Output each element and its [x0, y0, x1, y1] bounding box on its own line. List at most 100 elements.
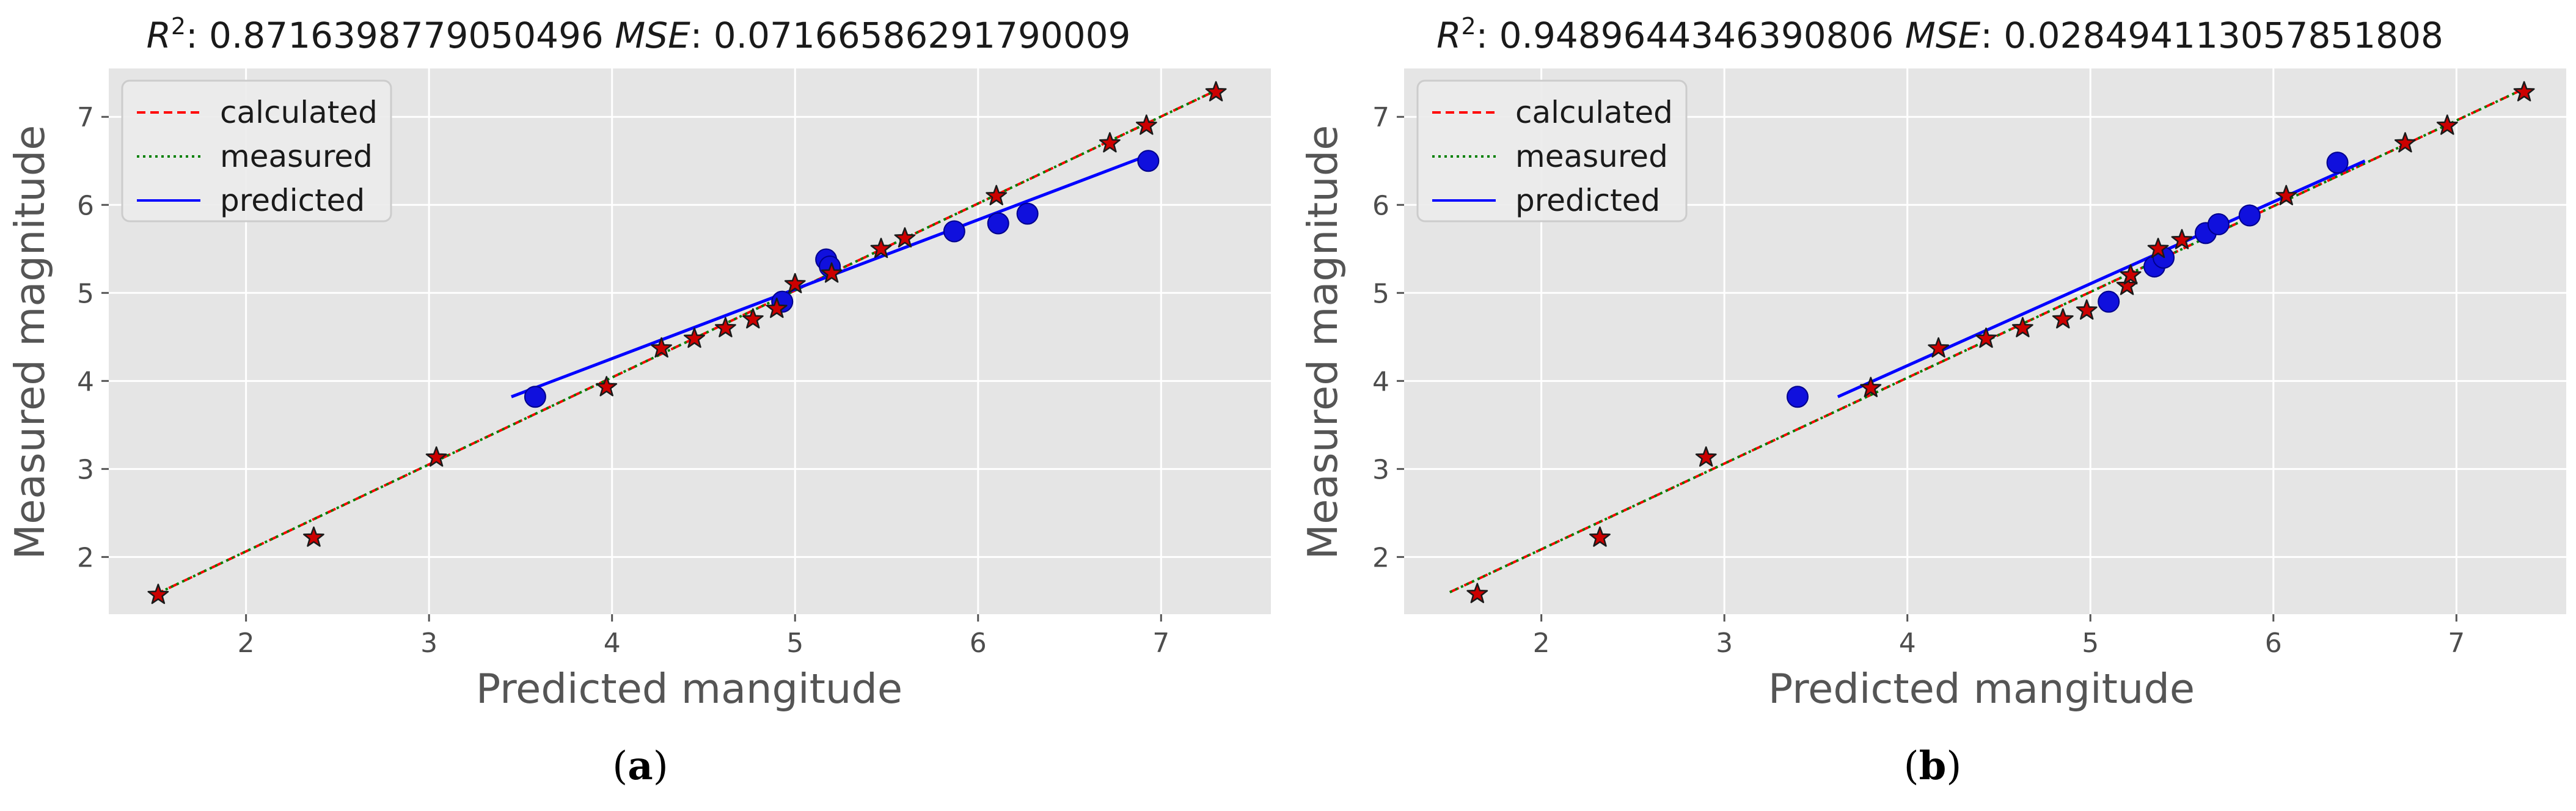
panel-a-title: R2: 0.8716398779050496 MSE: 0.0716658629…: [147, 13, 1131, 56]
panel-b-ylabel: Measured magnitude: [1299, 125, 1347, 560]
panel-b-calculated-point: [1860, 376, 1882, 397]
panel-a-y-tick-label: 7: [77, 102, 94, 133]
panel-b-calculated-point: [2394, 132, 2416, 153]
panel-a-calculated-point: [651, 337, 672, 358]
panel-a-calculated-point: [1135, 114, 1157, 135]
panel-a-x-tick-label: 5: [786, 628, 803, 659]
panel-a-mse-label: MSE: [615, 15, 690, 56]
panel-b-predicted-point: [2207, 213, 2230, 235]
panel-a-xlabel: Predicted mangitude: [476, 665, 902, 713]
panel-b-predicted-line: [1837, 159, 2366, 398]
panel-b-calculated-point: [1695, 446, 1717, 467]
panel-a-calculated-point: [742, 308, 764, 329]
panel-a-legend-label-measured: measured: [220, 139, 373, 174]
panel-b-y-tick-label: 4: [1372, 366, 1389, 397]
panel-b-xlabel: Predicted mangitude: [1768, 665, 2195, 713]
panel-a-calculated-point: [784, 273, 806, 293]
panel-a-legend-label-calculated: calculated: [220, 95, 378, 130]
panel-a-x-tick-label: 2: [238, 628, 255, 659]
panel-b-mse-label: MSE: [1905, 15, 1981, 56]
panel-a-x-tick-label: 6: [970, 628, 987, 659]
panel-a-calculated-point: [684, 327, 705, 348]
panel-b-r2-value: : 0.9489644346390806: [1476, 15, 1894, 56]
panel-b-predicted-point: [2326, 152, 2349, 174]
panel-b-x-tick-label: 2: [1533, 628, 1550, 659]
panel-a-r2-label: R: [147, 15, 171, 56]
panel-b-x-tick-label: 5: [2082, 628, 2099, 659]
panel-b-y-tick-label: 5: [1372, 278, 1389, 309]
panel-b-y-tick-label: 3: [1372, 454, 1389, 485]
panel-b-calculated-point: [1589, 526, 1611, 547]
panel-a-calculated-point: [870, 238, 892, 259]
panel-a-mse-value: : 0.07166586291790009: [690, 15, 1131, 56]
panel-b-caption: (b): [1904, 743, 1962, 789]
panel-a-calculated-point: [821, 262, 843, 283]
panel-b-x-tick-label: 7: [2448, 628, 2465, 659]
panel-a-x-tick-label: 3: [420, 628, 437, 659]
panel-a-predicted-point: [1016, 202, 1039, 225]
panel-b-calculated-point: [2076, 299, 2098, 320]
panel-a-predicted-point: [1137, 150, 1160, 172]
panel-a-calculated-point: [425, 446, 447, 467]
panel-a-calculated-point: [894, 227, 916, 248]
panel-a-legend: calculated measured predicted: [121, 79, 392, 222]
panel-a-ylabel: Measured magnitude: [6, 125, 54, 560]
panel-b-legend-box: [1416, 79, 1688, 222]
panel-a-y-tick-label: 4: [77, 366, 94, 397]
panel-a-calculated-point: [986, 185, 1008, 205]
panel-b-title: R2: 0.9489644346390806 MSE: 0.0284941130…: [1436, 13, 2443, 56]
panel-b-legend-label-calculated: calculated: [1515, 95, 1673, 130]
panel-b-plot-area: 2 3 4 5 6 7 2 3 4 5 6 7 calculated measured predicted: [1372, 68, 2566, 659]
panel-a-calculated-point: [147, 584, 169, 604]
panel-b-calculated-point: [2513, 81, 2535, 101]
panel-b-calculated-point: [2436, 114, 2458, 135]
panel-a-caption: (a): [612, 743, 668, 789]
panel-a-predicted-point: [524, 386, 546, 408]
panel-a-x-tick-label: 7: [1152, 628, 1169, 659]
panel-b-predicted-point: [2238, 204, 2261, 227]
panel-b-x-tick-label: 6: [2265, 628, 2282, 659]
panel-b-mse-value: : 0.028494113057851808: [1980, 15, 2443, 56]
panel-b-calculated-point: [2147, 238, 2169, 259]
panel-b-calculated-point: [1975, 327, 1997, 348]
panel-a-y-tick-label: 5: [77, 278, 94, 309]
panel-b-calculated-point: [1928, 337, 1950, 358]
panel-a-calculated-point: [1205, 81, 1227, 101]
panel-b-x-tick-label: 4: [1899, 628, 1916, 659]
panel-b-r2-label: R: [1436, 15, 1461, 56]
panel-a-y-tick-label: 2: [77, 542, 94, 573]
panel-b-legend: calculated measured predicted: [1416, 79, 1688, 222]
panel-b-legend-label-measured: measured: [1515, 139, 1668, 174]
panel-a-legend-label-predicted: predicted: [220, 183, 365, 218]
panel-a-y-tick-label: 3: [77, 454, 94, 485]
panel-a-predicted-point: [943, 220, 965, 243]
panel-a-x-tick-label: 4: [604, 628, 621, 659]
panel-b-x-tick-label: 3: [1716, 628, 1733, 659]
panel-b-measured-line: [1449, 89, 2521, 593]
panel-b-calculated-point: [2171, 229, 2193, 249]
panel-b-predicted-point: [2098, 290, 2120, 313]
panel-a-calculated-point: [1099, 132, 1121, 153]
panel-b-calculated-point: [2052, 308, 2074, 329]
panel-b-calculated-point: [2275, 185, 2297, 205]
panel-b-calculated-point: [2011, 317, 2033, 337]
panel-a-plot-area: 2 3 4 5 6 7 2 3 4 5 6 7 calculated measured predicted: [77, 68, 1271, 659]
panel-a-r2-value: : 0.8716398779050496: [186, 15, 604, 56]
panel-a-y-tick-label: 6: [77, 190, 94, 221]
panel-a-calculated-point: [766, 297, 788, 318]
panel-b-y-tick-label: 7: [1372, 102, 1389, 133]
panel-a-calculated-point: [596, 376, 618, 397]
panel-b-predicted-point: [1786, 386, 1809, 408]
panel-b-calculated-point: [2120, 264, 2142, 285]
panel-a-legend-box: [121, 79, 392, 222]
panel-a-calculated-point: [303, 526, 324, 547]
panel-b-calculated-point: [1466, 582, 1488, 603]
panel-a-calculated-point: [714, 317, 736, 337]
panel-a-predicted-point: [987, 212, 1009, 235]
panel-a-measured-line: [154, 89, 1217, 596]
panel-b-legend-label-predicted: predicted: [1515, 183, 1660, 218]
panel-b-y-tick-label: 2: [1372, 542, 1389, 573]
